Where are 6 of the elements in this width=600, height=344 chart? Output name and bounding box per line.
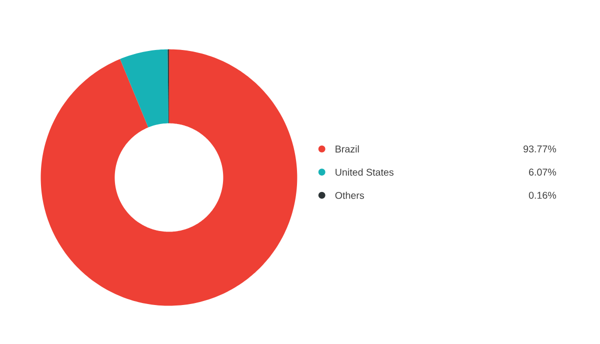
data-label: 6.07% bbox=[529, 168, 556, 176]
data-label: 93.77% bbox=[524, 145, 556, 152]
legend-label: Others bbox=[335, 192, 364, 199]
legend-label: United States bbox=[336, 168, 394, 176]
data-label: 0.16% bbox=[528, 192, 556, 199]
legend-label: Brazil bbox=[336, 145, 359, 152]
